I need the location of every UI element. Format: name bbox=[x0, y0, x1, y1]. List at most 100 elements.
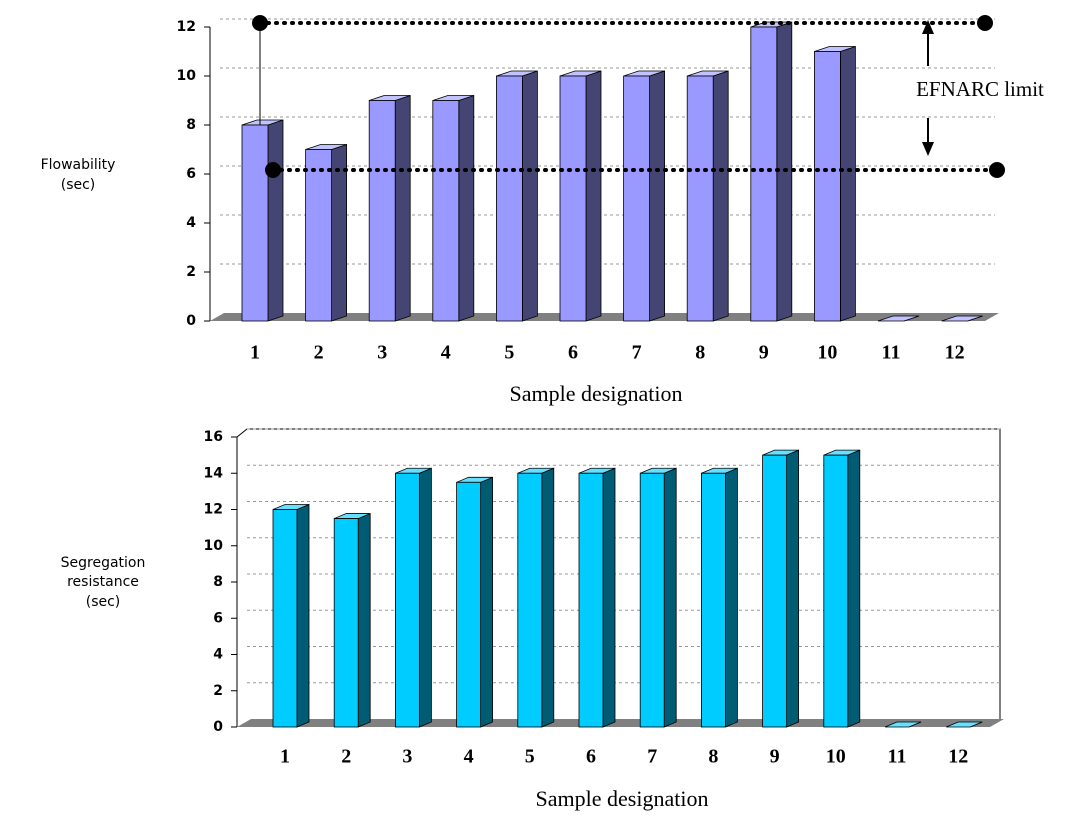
x-tick-label: 7 bbox=[632, 342, 642, 364]
x-tick-label: 9 bbox=[759, 342, 769, 364]
bar bbox=[762, 449, 799, 728]
bar bbox=[623, 70, 665, 322]
bar bbox=[305, 143, 348, 322]
bar-top bbox=[884, 721, 922, 728]
y-tick-label: 14 bbox=[204, 465, 224, 481]
y-axis-label: Segregation bbox=[61, 555, 146, 571]
bar-front bbox=[241, 124, 269, 322]
bar-side bbox=[458, 94, 475, 322]
y-tick-label: 2 bbox=[213, 683, 223, 699]
y-axis-label: (sec) bbox=[61, 177, 96, 193]
bar bbox=[823, 449, 861, 728]
bar bbox=[368, 94, 411, 322]
x-tick-label: 1 bbox=[280, 746, 290, 768]
x-tick-label: 2 bbox=[341, 746, 351, 768]
bar-side bbox=[712, 70, 729, 322]
y-tick-label: 4 bbox=[186, 215, 196, 231]
bar-side bbox=[725, 467, 738, 728]
bar bbox=[877, 315, 920, 322]
bar-front bbox=[623, 75, 650, 322]
limit-dot bbox=[989, 162, 1005, 178]
x-tick-label: 6 bbox=[586, 746, 596, 768]
bar-front bbox=[750, 26, 778, 322]
annotation-arrows bbox=[922, 20, 934, 156]
bar-front bbox=[639, 472, 665, 728]
x-tick-label: 1 bbox=[250, 342, 260, 364]
y-tick-label: 12 bbox=[177, 19, 196, 35]
bar bbox=[701, 467, 738, 728]
y-tick-label: 8 bbox=[213, 574, 223, 590]
bar-side bbox=[602, 467, 616, 728]
y-axis-label: (sec) bbox=[86, 594, 121, 610]
x-tick-label: 5 bbox=[504, 342, 514, 364]
bar-front bbox=[559, 75, 587, 322]
y-tick-label: 8 bbox=[186, 117, 196, 133]
y-tick-label: 4 bbox=[213, 647, 223, 663]
bar-front bbox=[333, 518, 359, 728]
bar-side bbox=[480, 476, 494, 728]
bar-front bbox=[701, 472, 726, 728]
bar-front bbox=[517, 472, 543, 728]
bar bbox=[814, 45, 856, 322]
x-tick-label: 9 bbox=[770, 746, 780, 768]
x-tick-label: 6 bbox=[568, 342, 578, 364]
bar bbox=[394, 467, 432, 728]
x-tick-label: 4 bbox=[441, 342, 451, 364]
x-tick-label: 5 bbox=[525, 746, 535, 768]
bar-side bbox=[394, 94, 411, 322]
annotation: EFNARC limit bbox=[916, 77, 1044, 101]
bar-side bbox=[585, 70, 602, 322]
bar-side bbox=[296, 503, 310, 728]
bar-front bbox=[762, 454, 787, 728]
bar bbox=[686, 70, 729, 322]
bar-front bbox=[394, 472, 420, 728]
bar-front bbox=[456, 481, 482, 728]
y-axis-label: Flowability bbox=[41, 157, 116, 173]
x-tick-label: 8 bbox=[695, 342, 705, 364]
bar bbox=[456, 476, 494, 728]
bar-front bbox=[578, 472, 604, 728]
x-tick-label: 11 bbox=[882, 342, 901, 364]
y-axis-label: resistance bbox=[67, 574, 139, 590]
x-tick-label: 3 bbox=[377, 342, 387, 364]
y-tick-label: 10 bbox=[204, 538, 224, 554]
bar-top bbox=[941, 315, 983, 322]
bar-side bbox=[847, 449, 861, 728]
bar-side bbox=[786, 449, 799, 728]
x-tick-label: 2 bbox=[314, 342, 324, 364]
y-tick-label: 10 bbox=[177, 68, 197, 84]
x-tick-label: 12 bbox=[945, 342, 965, 364]
x-tick-label: 4 bbox=[464, 746, 474, 768]
y-tick-label: 0 bbox=[213, 719, 223, 735]
bar bbox=[432, 94, 475, 322]
bar-top bbox=[877, 315, 920, 322]
bar-front bbox=[495, 75, 523, 322]
bar bbox=[578, 467, 616, 728]
x-tick-label: 12 bbox=[948, 746, 968, 768]
bar bbox=[495, 70, 538, 322]
y-tick-label: 2 bbox=[186, 264, 196, 280]
y-tick-label: 16 bbox=[204, 429, 223, 445]
bar-front bbox=[686, 75, 714, 322]
bar-side bbox=[267, 119, 284, 322]
y-tick-label: 0 bbox=[186, 313, 196, 329]
bar bbox=[946, 721, 983, 728]
y-tick-label: 6 bbox=[213, 610, 223, 626]
bar-top bbox=[946, 721, 983, 728]
bar-side bbox=[649, 70, 665, 322]
bar bbox=[941, 315, 983, 322]
x-tick-label: 11 bbox=[888, 746, 907, 768]
bar bbox=[639, 467, 677, 728]
bar-front bbox=[432, 100, 460, 322]
x-axis-label: Sample designation bbox=[536, 786, 709, 811]
x-tick-label: 10 bbox=[817, 342, 837, 364]
x-tick-label: 10 bbox=[826, 746, 846, 768]
y-tick-label: 6 bbox=[186, 166, 196, 182]
bar bbox=[272, 503, 310, 728]
bar bbox=[517, 467, 555, 728]
y-tick-label: 12 bbox=[204, 502, 223, 518]
bar-side bbox=[357, 512, 371, 728]
bar-side bbox=[840, 45, 856, 322]
bar bbox=[241, 119, 284, 322]
